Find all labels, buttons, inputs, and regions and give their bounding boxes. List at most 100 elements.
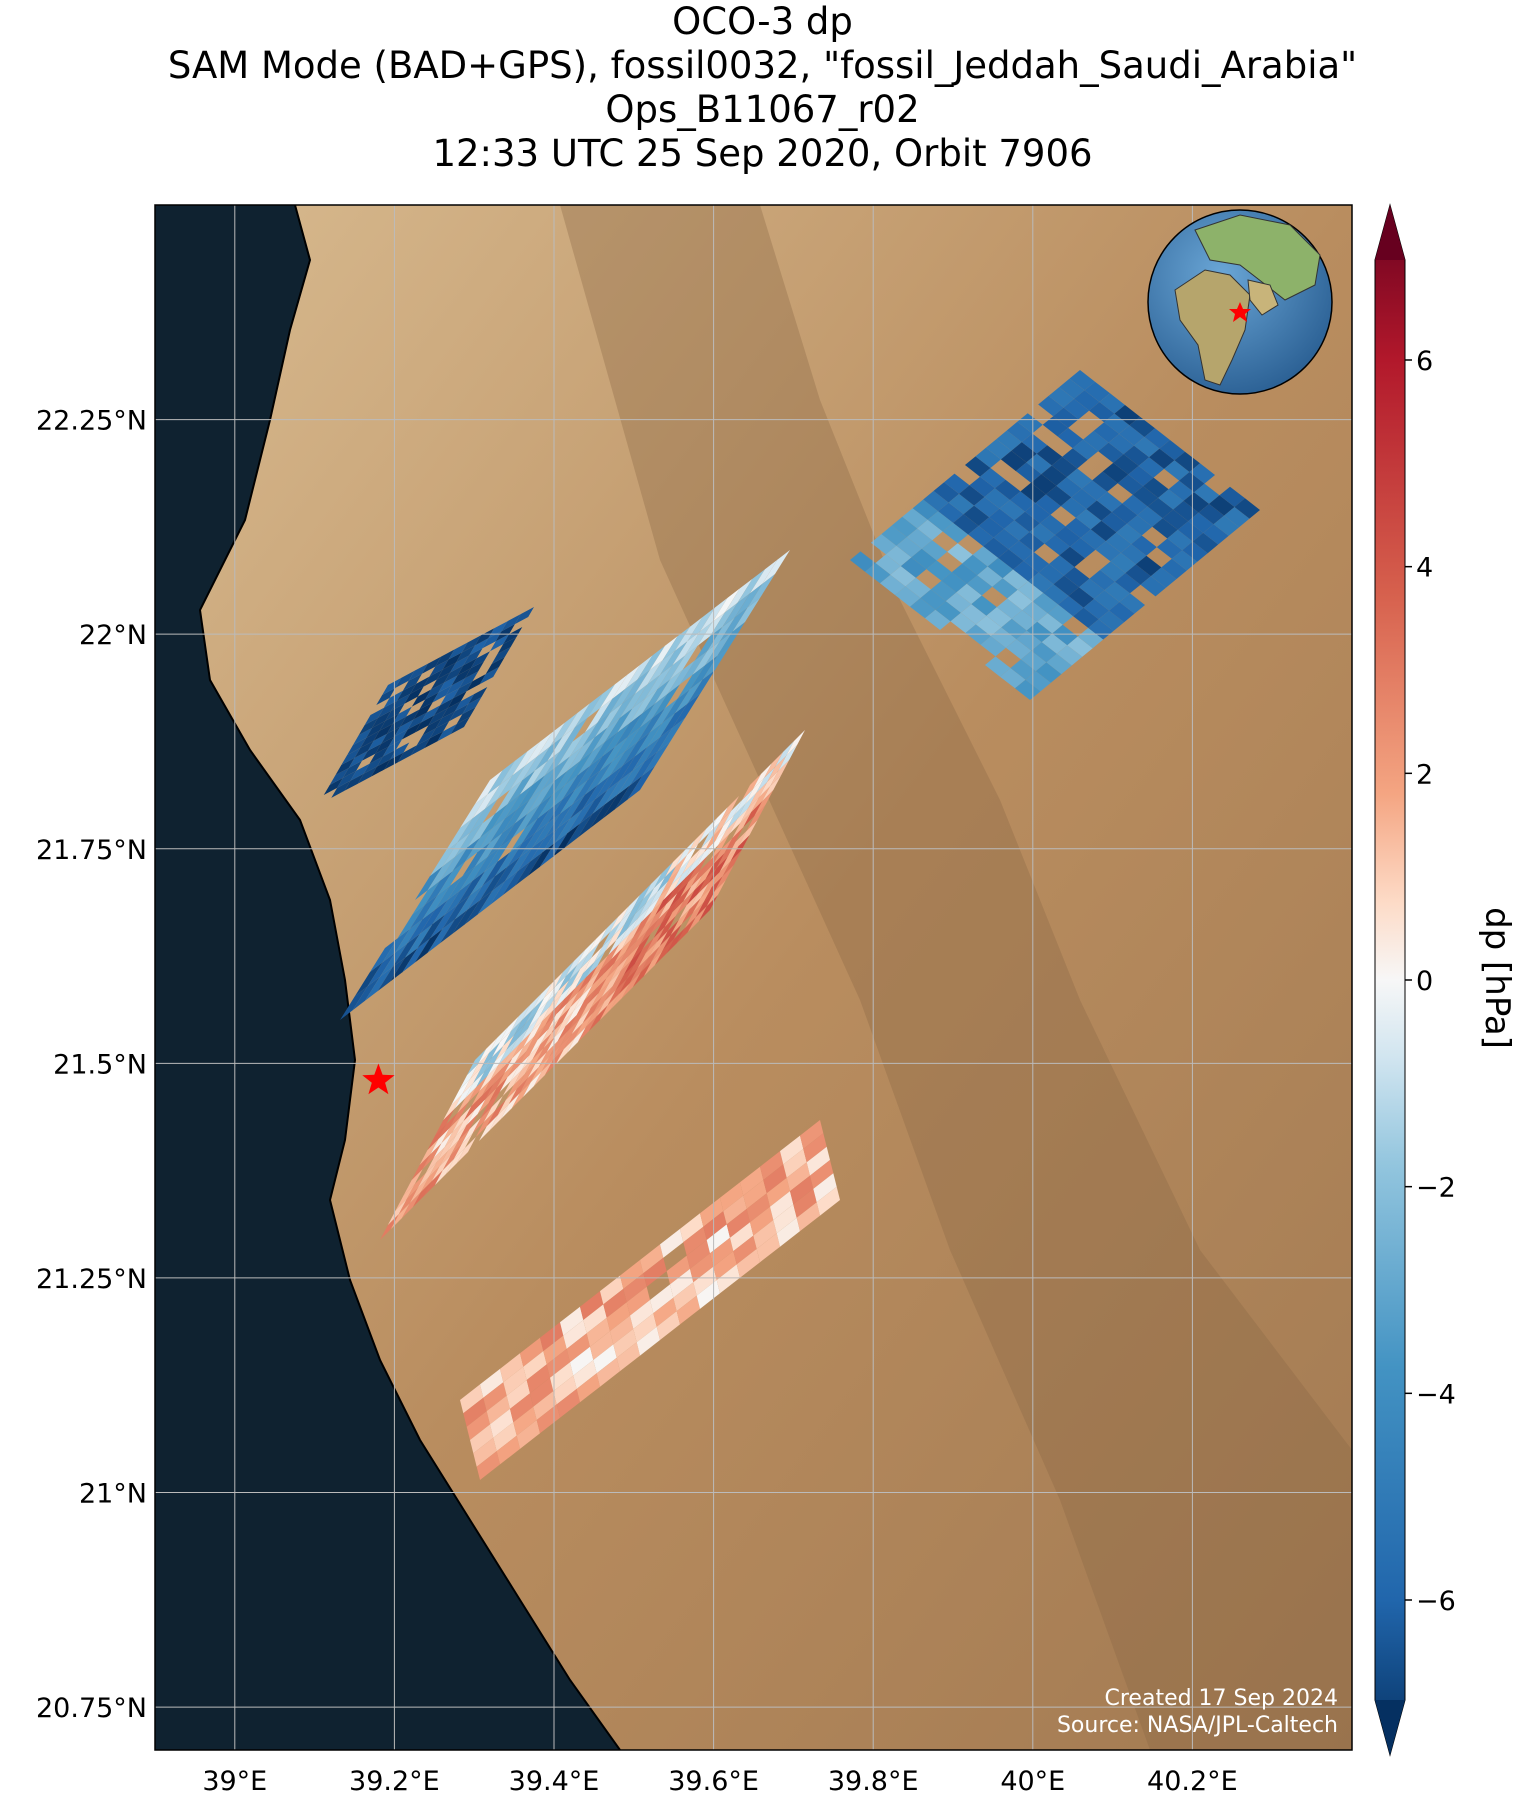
sounding-cell xyxy=(1194,483,1220,504)
sounding-cell xyxy=(891,516,918,538)
sounding-cell xyxy=(411,1154,431,1180)
sounding-cell xyxy=(391,693,411,711)
sounding-cell xyxy=(1023,552,1050,573)
sounding-cell xyxy=(1095,541,1121,562)
sounding-cell xyxy=(570,722,598,757)
sounding-cell xyxy=(612,727,640,762)
sounding-cell xyxy=(1192,532,1219,554)
sounding-cell xyxy=(593,986,613,1012)
sounding-cell xyxy=(497,1089,517,1115)
sounding-cell xyxy=(323,777,343,795)
sounding-cell xyxy=(1064,567,1090,588)
sounding-cell xyxy=(1147,497,1174,519)
sounding-cell xyxy=(730,1222,754,1252)
sounding-cell xyxy=(513,1059,533,1085)
sounding-cell xyxy=(577,939,596,965)
sounding-cell xyxy=(651,935,671,961)
sounding-cell xyxy=(959,485,985,506)
sounding-cell xyxy=(441,701,461,719)
sounding-cell xyxy=(995,479,1021,500)
sounding-cell xyxy=(1008,540,1035,561)
sounding-cell xyxy=(793,1188,817,1218)
sounding-cell xyxy=(1079,578,1105,599)
sounding-cell xyxy=(998,549,1024,570)
sounding-cell xyxy=(1032,592,1059,614)
sounding-cell xyxy=(659,920,679,946)
sounding-cell xyxy=(667,660,695,694)
sounding-cell xyxy=(930,580,957,602)
sounding-cell xyxy=(427,1124,447,1150)
sounding-cell xyxy=(392,706,412,724)
sounding-cell xyxy=(526,1364,550,1394)
sounding-cell xyxy=(545,999,565,1025)
sounding-cell xyxy=(693,1266,717,1296)
sounding-cell xyxy=(467,876,495,910)
sounding-cell xyxy=(589,955,609,981)
sounding-cell xyxy=(773,1204,797,1234)
sounding-cell xyxy=(459,1064,479,1090)
sounding-cell xyxy=(712,811,732,837)
colorbar-tick-label: −2 xyxy=(1416,1173,1456,1204)
sounding-cell xyxy=(552,761,580,795)
sounding-cell xyxy=(350,763,370,781)
sounding-cell xyxy=(489,1027,508,1053)
sounding-cell xyxy=(1135,555,1162,577)
sounding-cell xyxy=(720,607,748,642)
sounding-cell xyxy=(468,687,488,705)
sounding-cell xyxy=(662,924,682,950)
gridlines xyxy=(155,205,1352,1750)
sounding-cell xyxy=(463,648,483,666)
sounding-cell xyxy=(683,875,703,901)
sounding-cell xyxy=(712,588,740,622)
sounding-cell xyxy=(676,840,695,866)
sounding-cell xyxy=(486,1100,506,1126)
sounding-cell xyxy=(468,1076,488,1102)
sounding-cell xyxy=(1122,494,1148,516)
sounding-cell xyxy=(385,703,405,721)
sounding-cell xyxy=(880,574,906,595)
sounding-cell xyxy=(461,1118,481,1144)
sounding-cell xyxy=(567,1027,586,1053)
sounding-cell xyxy=(700,872,720,898)
sounding-cell xyxy=(424,1170,443,1196)
sounding-cell xyxy=(694,864,714,890)
sounding-cell xyxy=(398,1188,418,1214)
sounding-cell xyxy=(1143,477,1169,498)
sounding-cell xyxy=(1005,639,1032,660)
sounding-cell xyxy=(629,957,649,983)
sounding-cell xyxy=(475,628,495,646)
sounding-cell xyxy=(745,778,765,804)
sounding-cell xyxy=(550,1362,574,1392)
sounding-cell xyxy=(590,982,610,1008)
sounding-cell xyxy=(1065,517,1091,538)
sounding-cell xyxy=(503,1366,527,1396)
sounding-cell xyxy=(740,1166,764,1196)
sounding-cell xyxy=(1055,526,1081,547)
sounding-cell xyxy=(377,957,405,992)
sounding-cell xyxy=(672,694,700,728)
sounding-cell xyxy=(783,1148,807,1178)
sounding-cell xyxy=(968,525,994,547)
sounding-cell xyxy=(506,1380,530,1409)
lat-tick-label: 21°N xyxy=(79,1479,147,1510)
sounding-cell xyxy=(689,883,709,909)
sounding-cell xyxy=(1046,653,1072,675)
sounding-cell xyxy=(606,952,626,978)
sounding-cell xyxy=(387,716,407,734)
sounding-cell xyxy=(600,994,619,1020)
sounding-cell xyxy=(600,737,628,771)
sounding-cell xyxy=(450,717,470,735)
sounding-cell xyxy=(1109,602,1135,623)
sounding-cell xyxy=(430,842,458,876)
sounding-cell xyxy=(477,1088,497,1114)
sounding-cell xyxy=(933,482,960,503)
sounding-cell xyxy=(1014,511,1040,532)
sounding-cell xyxy=(1067,636,1093,657)
sounding-cell xyxy=(495,624,515,642)
sounding-cell xyxy=(1000,450,1027,472)
sounding-cell xyxy=(485,837,513,872)
sounding-cell xyxy=(698,818,717,844)
sounding-cell xyxy=(613,910,633,936)
sounding-cell xyxy=(1075,509,1102,530)
sounding-cell xyxy=(458,1114,478,1140)
